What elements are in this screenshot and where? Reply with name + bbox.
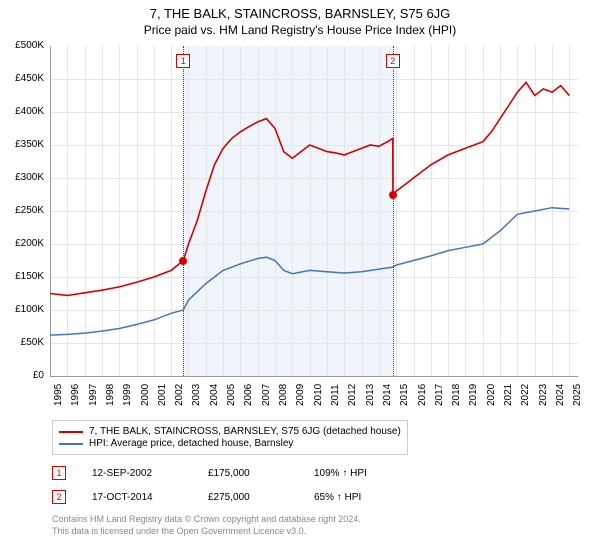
series-property <box>50 82 569 295</box>
legend-item: HPI: Average price, detached house, Barn… <box>59 438 401 449</box>
sale-date: 17-OCT-2014 <box>92 492 182 503</box>
legend-label: 7, THE BALK, STAINCROSS, BARNSLEY, S75 6… <box>89 426 401 437</box>
sale-price: £175,000 <box>208 468 288 479</box>
sale-vs-hpi: 65% ↑ HPI <box>314 492 361 503</box>
sale-marker-dot <box>179 257 187 265</box>
legend-swatch <box>59 431 83 433</box>
legend-item: 7, THE BALK, STAINCROSS, BARNSLEY, S75 6… <box>59 426 401 437</box>
series-hpi <box>50 208 569 335</box>
sale-row: 2 17-OCT-2014 £275,000 65% ↑ HPI <box>52 490 361 504</box>
legend-swatch <box>59 443 83 445</box>
sale-date: 12-SEP-2002 <box>92 468 182 479</box>
sale-row-badge: 1 <box>52 466 66 480</box>
sale-vs-hpi: 109% ↑ HPI <box>314 468 367 479</box>
footer-credits: Contains HM Land Registry data © Crown c… <box>52 514 361 537</box>
footer-line-1: Contains HM Land Registry data © Crown c… <box>52 514 361 526</box>
footer-line-2: This data is licensed under the Open Gov… <box>52 526 361 538</box>
sale-marker-dot <box>389 191 397 199</box>
legend: 7, THE BALK, STAINCROSS, BARNSLEY, S75 6… <box>52 420 408 455</box>
sale-price: £275,000 <box>208 492 288 503</box>
chart-svg <box>0 0 600 420</box>
sale-row-badge: 2 <box>52 490 66 504</box>
sale-row: 1 12-SEP-2002 £175,000 109% ↑ HPI <box>52 466 367 480</box>
legend-label: HPI: Average price, detached house, Barn… <box>89 438 293 449</box>
